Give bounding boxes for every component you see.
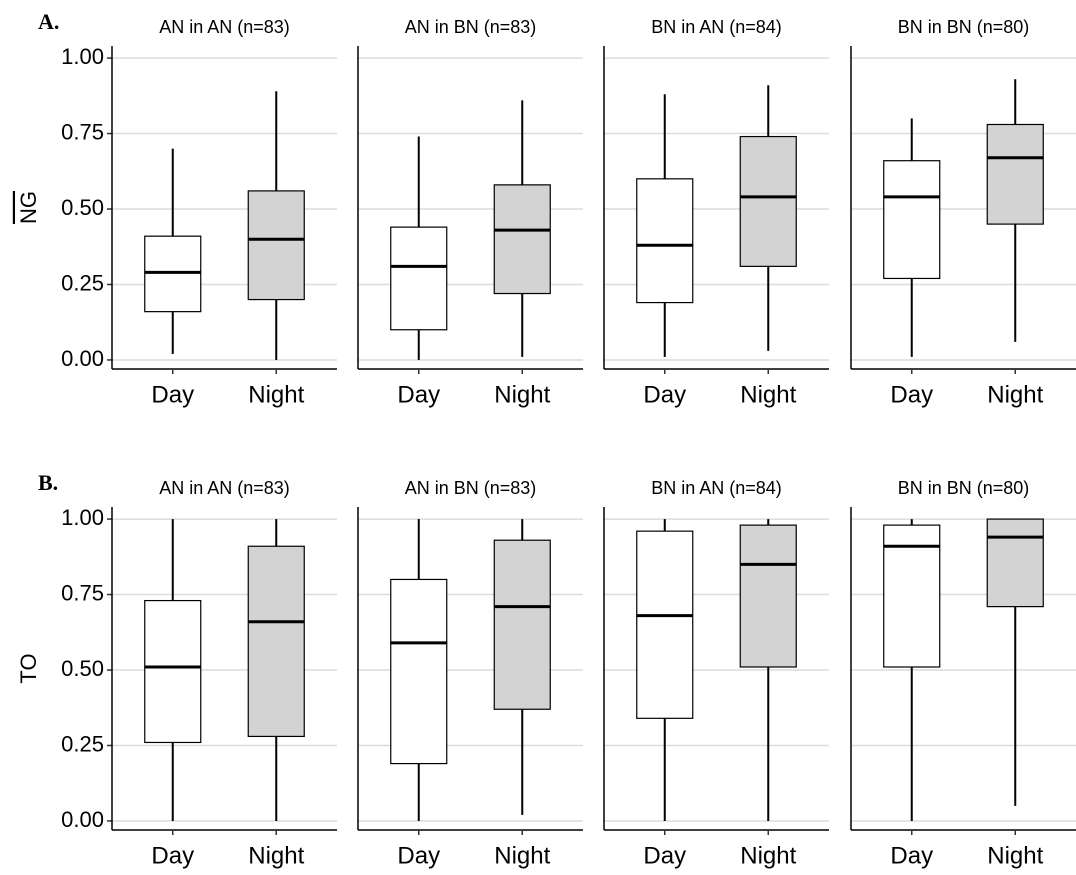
- strip-title: AN in BN (n=83): [405, 478, 537, 498]
- box: [390, 226, 448, 331]
- x-tick-label: Night: [987, 381, 1043, 408]
- box: [883, 524, 941, 668]
- y-tick-label: 0.75: [61, 119, 104, 144]
- x-tick-label: Day: [151, 842, 194, 869]
- y-tick-label: 0.00: [61, 346, 104, 371]
- y-tick-label: 0.25: [61, 270, 104, 295]
- box: [883, 160, 941, 280]
- x-tick-label: Night: [248, 842, 304, 869]
- strip-title: BN in BN (n=80): [898, 17, 1030, 37]
- box: [986, 518, 1044, 608]
- panel-label: B.: [38, 470, 58, 495]
- box: [144, 235, 202, 313]
- box: [739, 524, 797, 668]
- strip-title: AN in BN (n=83): [405, 17, 537, 37]
- box: [636, 530, 694, 719]
- panel-label: A.: [38, 9, 59, 34]
- y-axis-label: TO: [16, 653, 41, 683]
- x-tick-label: Night: [740, 842, 796, 869]
- strip-title: AN in AN (n=83): [159, 17, 290, 37]
- strip-title: AN in AN (n=83): [159, 478, 290, 498]
- x-tick-label: Day: [151, 381, 194, 408]
- y-tick-label: 1.00: [61, 44, 104, 69]
- y-axis-label: NG: [16, 191, 41, 224]
- y-tick-label: 1.00: [61, 505, 104, 530]
- box: [493, 184, 551, 295]
- box: [390, 578, 448, 765]
- strip-title: BN in BN (n=80): [898, 478, 1030, 498]
- box: [144, 599, 202, 744]
- x-tick-label: Night: [494, 842, 550, 869]
- x-tick-label: Night: [987, 842, 1043, 869]
- x-tick-label: Day: [890, 381, 933, 408]
- strip-title: BN in AN (n=84): [651, 17, 782, 37]
- x-tick-label: Day: [643, 842, 686, 869]
- box: [247, 190, 305, 301]
- strip-title: BN in AN (n=84): [651, 478, 782, 498]
- y-tick-label: 0.75: [61, 580, 104, 605]
- box: [493, 539, 551, 710]
- box: [247, 545, 305, 738]
- y-tick-label: 0.50: [61, 195, 104, 220]
- x-tick-label: Day: [890, 842, 933, 869]
- x-tick-label: Day: [643, 381, 686, 408]
- box: [986, 123, 1044, 225]
- y-tick-label: 0.25: [61, 731, 104, 756]
- box: [739, 135, 797, 267]
- x-tick-label: Day: [397, 381, 440, 408]
- y-tick-label: 0.50: [61, 656, 104, 681]
- box: [636, 178, 694, 304]
- x-tick-label: Day: [397, 842, 440, 869]
- x-tick-label: Night: [248, 381, 304, 408]
- y-tick-label: 0.00: [61, 807, 104, 832]
- x-tick-label: Night: [494, 381, 550, 408]
- x-tick-label: Night: [740, 381, 796, 408]
